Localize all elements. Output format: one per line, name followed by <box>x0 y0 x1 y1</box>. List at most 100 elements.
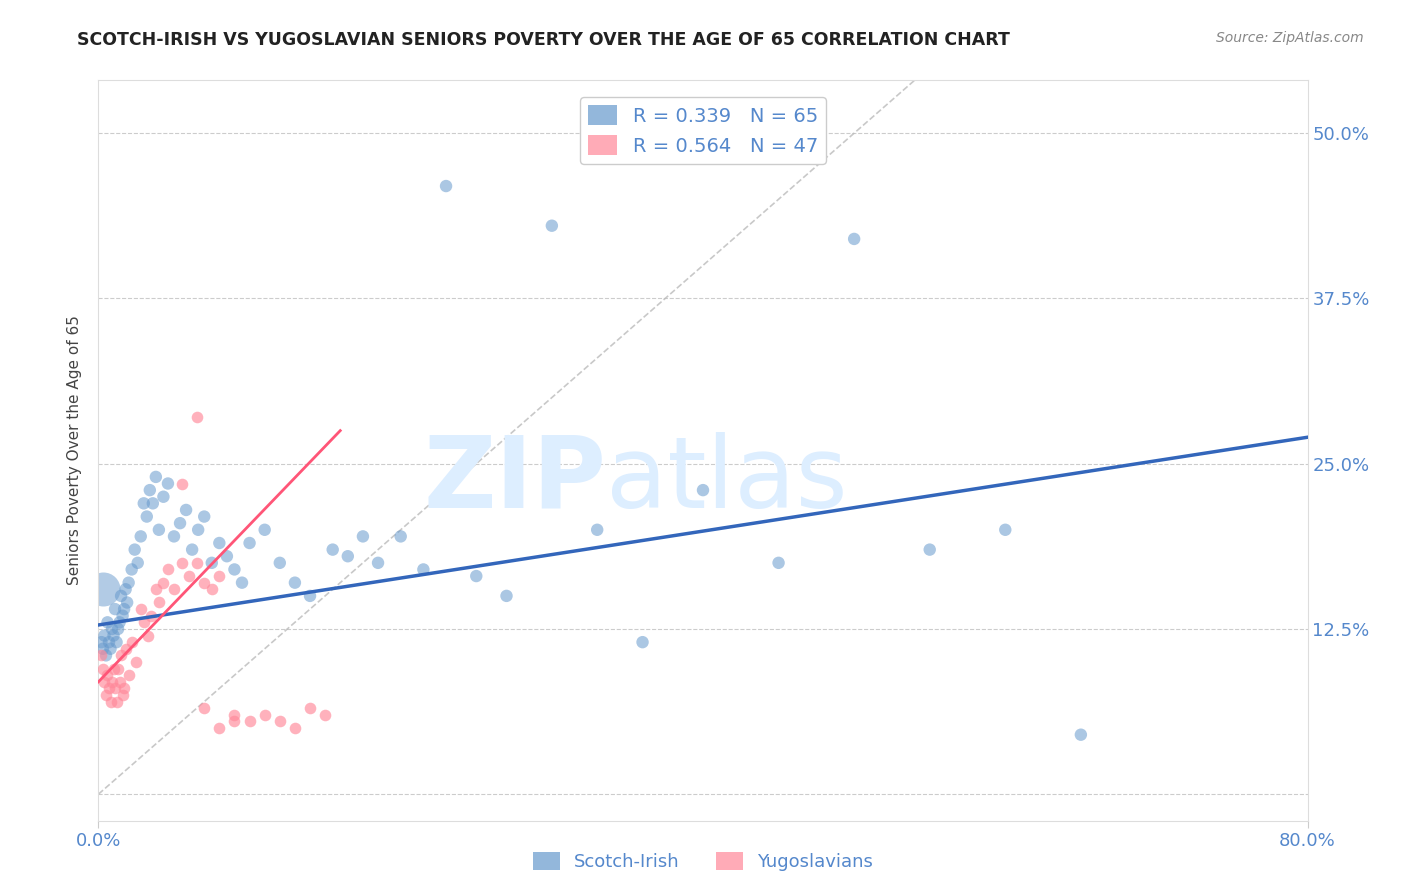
Point <box>101 674 124 689</box>
Point <box>139 483 162 497</box>
Point <box>103 629 125 643</box>
Point <box>96 615 118 630</box>
Point <box>201 556 224 570</box>
Point <box>94 648 117 663</box>
Point <box>145 470 167 484</box>
Point <box>156 476 179 491</box>
Point <box>540 219 562 233</box>
Point <box>215 549 238 564</box>
Point <box>181 542 204 557</box>
Point <box>132 615 155 630</box>
Point <box>145 582 167 597</box>
Point <box>1070 728 1092 742</box>
Point <box>239 536 262 550</box>
Point <box>121 562 143 576</box>
Point <box>152 490 174 504</box>
Point <box>98 635 121 649</box>
Point <box>104 681 127 696</box>
Point <box>118 575 141 590</box>
Point <box>994 523 1017 537</box>
Point <box>112 681 135 696</box>
Point <box>107 622 129 636</box>
Point <box>631 635 654 649</box>
Point <box>187 523 209 537</box>
Point <box>208 721 231 735</box>
Point <box>224 562 246 576</box>
Text: Source: ZipAtlas.com: Source: ZipAtlas.com <box>1216 31 1364 45</box>
Point <box>322 542 344 557</box>
Point <box>299 589 322 603</box>
Point <box>142 496 165 510</box>
Point <box>94 688 117 702</box>
Point <box>224 707 246 722</box>
Point <box>135 509 157 524</box>
Point <box>193 509 215 524</box>
Point <box>127 556 149 570</box>
Point <box>284 575 307 590</box>
Point <box>103 662 125 676</box>
Point <box>434 179 457 194</box>
Y-axis label: Seniors Poverty Over the Age of 65: Seniors Poverty Over the Age of 65 <box>67 316 83 585</box>
Point <box>90 648 112 663</box>
Point <box>105 635 128 649</box>
Point <box>253 523 276 537</box>
Point <box>148 595 170 609</box>
Point <box>163 529 186 543</box>
Point <box>231 575 253 590</box>
Point <box>918 542 941 557</box>
Point <box>112 602 135 616</box>
Point <box>111 688 134 702</box>
Point <box>118 668 141 682</box>
Point <box>169 516 191 531</box>
Point <box>224 714 246 729</box>
Point <box>93 674 115 689</box>
Point <box>253 707 276 722</box>
Point <box>121 635 143 649</box>
Point <box>186 556 208 570</box>
Point <box>193 575 215 590</box>
Point <box>193 701 215 715</box>
Point <box>174 503 197 517</box>
Point <box>163 582 186 597</box>
Point <box>389 529 412 543</box>
Point <box>91 582 114 597</box>
Point <box>844 232 866 246</box>
Point <box>107 662 129 676</box>
Point <box>114 582 136 597</box>
Point <box>152 575 174 590</box>
Point <box>768 556 790 570</box>
Point <box>91 662 114 676</box>
Point <box>208 536 231 550</box>
Point <box>96 668 118 682</box>
Point <box>110 648 132 663</box>
Point <box>314 707 336 722</box>
Point <box>132 496 155 510</box>
Point <box>239 714 262 729</box>
Point <box>108 615 131 630</box>
Legend: Scotch-Irish, Yugoslavians: Scotch-Irish, Yugoslavians <box>526 845 880 879</box>
Point <box>156 562 179 576</box>
Point <box>336 549 359 564</box>
Legend: R = 0.339   N = 65, R = 0.564   N = 47: R = 0.339 N = 65, R = 0.564 N = 47 <box>581 97 825 164</box>
Point <box>129 529 152 543</box>
Point <box>125 655 148 669</box>
Text: SCOTCH-IRISH VS YUGOSLAVIAN SENIORS POVERTY OVER THE AGE OF 65 CORRELATION CHART: SCOTCH-IRISH VS YUGOSLAVIAN SENIORS POVE… <box>77 31 1010 49</box>
Point <box>93 629 115 643</box>
Point <box>148 523 170 537</box>
Point <box>104 602 127 616</box>
Point <box>100 695 122 709</box>
Point <box>98 681 121 696</box>
Point <box>110 589 132 603</box>
Point <box>115 595 138 609</box>
Point <box>108 674 131 689</box>
Point <box>692 483 714 497</box>
Point <box>412 562 434 576</box>
Point <box>105 695 128 709</box>
Point <box>186 410 208 425</box>
Point <box>269 714 291 729</box>
Point <box>170 556 193 570</box>
Point <box>129 602 152 616</box>
Point <box>124 542 146 557</box>
Point <box>586 523 609 537</box>
Point <box>367 556 389 570</box>
